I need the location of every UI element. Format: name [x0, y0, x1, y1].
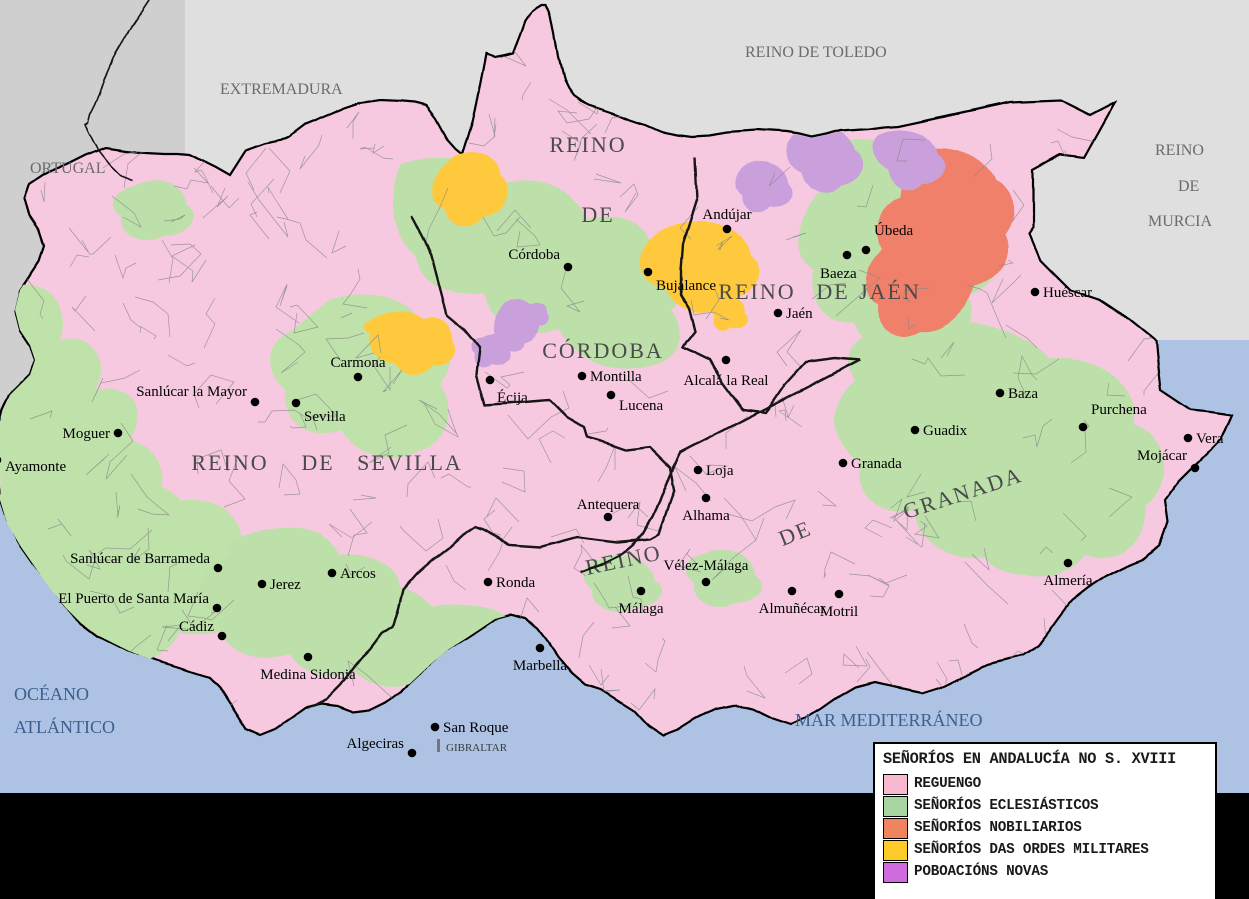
svg-text:San Roque: San Roque — [443, 720, 509, 736]
svg-text:Sanlúcar la Mayor: Sanlúcar la Mayor — [136, 384, 247, 400]
svg-text:Arcos: Arcos — [340, 566, 376, 582]
svg-text:Alhama: Alhama — [682, 508, 730, 524]
svg-text:Purchena: Purchena — [1091, 402, 1147, 418]
svg-text:DE: DE — [581, 202, 614, 227]
svg-text:Almería: Almería — [1043, 573, 1092, 589]
svg-text:MURCIA: MURCIA — [1148, 213, 1212, 230]
svg-text:MAR MEDITERRÁNEO: MAR MEDITERRÁNEO — [795, 709, 983, 730]
svg-text:DE: DE — [1178, 178, 1199, 195]
svg-text:DE: DE — [301, 450, 334, 475]
svg-text:Bujalance: Bujalance — [656, 278, 716, 294]
svg-text:Cádiz: Cádiz — [179, 619, 214, 635]
svg-text:Sevilla: Sevilla — [304, 409, 346, 425]
svg-text:Guadix: Guadix — [923, 423, 968, 439]
svg-text:Loja: Loja — [706, 463, 734, 479]
svg-text:EXTREMADURA: EXTREMADURA — [220, 81, 343, 98]
svg-text:Mojácar: Mojácar — [1137, 448, 1187, 464]
svg-text:Marbella: Marbella — [513, 658, 567, 674]
svg-text:Úbeda: Úbeda — [874, 222, 913, 239]
svg-text:Granada: Granada — [851, 456, 902, 472]
svg-text:REINO: REINO — [1155, 142, 1204, 159]
svg-text:Huéscar: Huéscar — [1043, 285, 1092, 301]
svg-text:Ayamonte: Ayamonte — [5, 459, 66, 475]
svg-text:CÓRDOBA: CÓRDOBA — [542, 338, 664, 363]
svg-text:Sanlúcar de Barrameda: Sanlúcar de Barrameda — [70, 551, 210, 567]
svg-text:Algeciras: Algeciras — [347, 736, 405, 752]
svg-text:Andújar: Andújar — [702, 207, 751, 223]
svg-text:Motril: Motril — [820, 604, 858, 620]
svg-text:Lucena: Lucena — [619, 398, 663, 414]
svg-text:Almuñécar: Almuñécar — [759, 601, 826, 617]
svg-text:Medina Sidonia: Medina Sidonia — [260, 667, 356, 683]
svg-text:Baeza: Baeza — [820, 266, 857, 282]
svg-text:Baza: Baza — [1008, 386, 1038, 402]
svg-text:JAÉN: JAÉN — [859, 279, 921, 304]
svg-text:GIBRALTAR: GIBRALTAR — [446, 742, 508, 754]
svg-text:Málaga: Málaga — [619, 601, 664, 617]
svg-text:Moguer: Moguer — [63, 426, 111, 442]
svg-text:Vélez-Málaga: Vélez-Málaga — [664, 558, 749, 574]
svg-text:El Puerto de Santa María: El Puerto de Santa María — [58, 591, 209, 607]
svg-text:Antequera: Antequera — [577, 497, 640, 513]
svg-text:Córdoba: Córdoba — [508, 247, 560, 263]
svg-text:Jerez: Jerez — [270, 577, 301, 593]
svg-text:REINO DE TOLEDO: REINO DE TOLEDO — [745, 44, 887, 61]
svg-text:Carmona: Carmona — [331, 355, 386, 371]
svg-text:ATLÁNTICO: ATLÁNTICO — [14, 716, 115, 737]
svg-text:Montilla: Montilla — [590, 369, 642, 385]
svg-text:REINO: REINO — [549, 132, 626, 157]
svg-text:OCÉANO: OCÉANO — [14, 683, 89, 704]
svg-text:REINO: REINO — [718, 279, 795, 304]
svg-text:Vera: Vera — [1196, 431, 1224, 447]
svg-text:ORTUGAL: ORTUGAL — [30, 160, 105, 177]
svg-text:SEVILLA: SEVILLA — [357, 450, 463, 475]
svg-text:Ronda: Ronda — [496, 575, 536, 591]
svg-text:Jaén: Jaén — [786, 306, 813, 322]
svg-text:DE: DE — [816, 279, 849, 304]
svg-text:REINO: REINO — [191, 450, 268, 475]
